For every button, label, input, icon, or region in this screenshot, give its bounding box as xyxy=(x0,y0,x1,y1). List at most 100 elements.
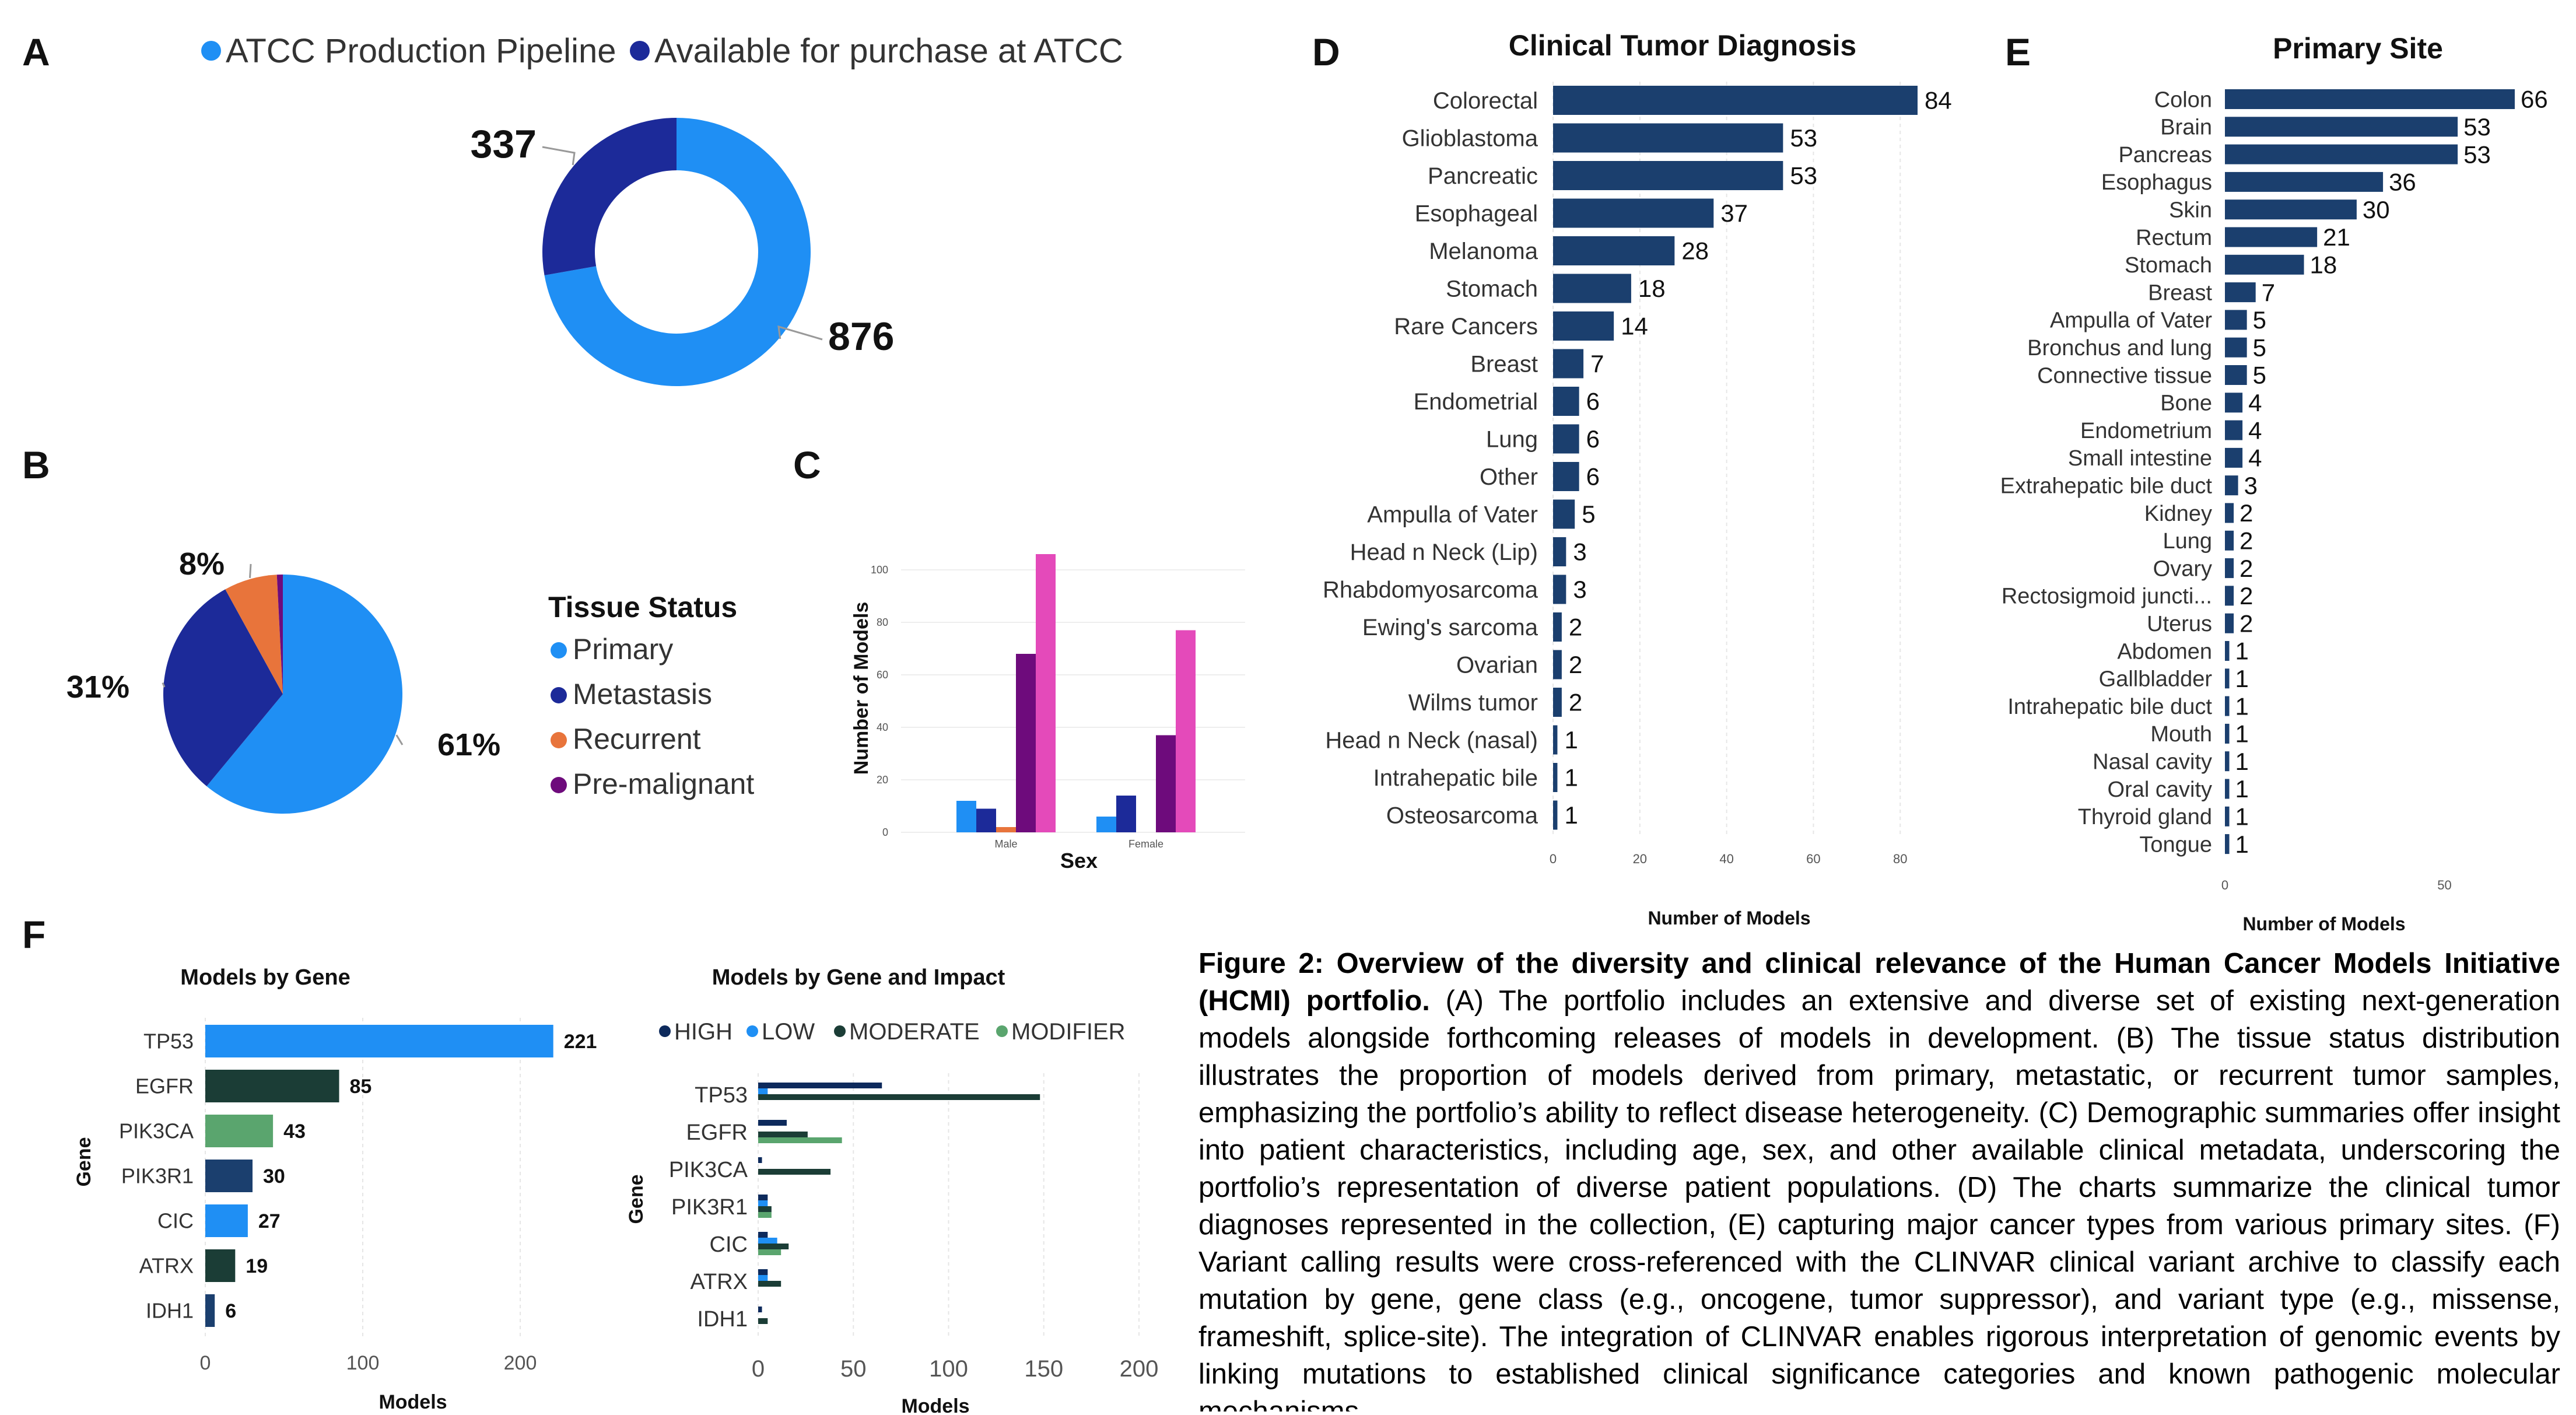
y-axis-label: Gene xyxy=(625,1174,647,1224)
value-label: 5 xyxy=(2253,362,2266,389)
panel-label-e: E xyxy=(2005,30,2031,73)
category-label: Melanoma xyxy=(1429,239,1538,264)
value-label: 21 xyxy=(2323,223,2350,251)
pie-slice-pre-malignant xyxy=(276,575,283,694)
bar-intrahepatic-bile-duct xyxy=(2225,696,2230,716)
bar-glioblastoma xyxy=(1553,123,1783,153)
bar-male-series-2 xyxy=(996,827,1016,832)
bar-pik3r1-high xyxy=(758,1195,768,1200)
value-label: 18 xyxy=(1638,275,1666,302)
bar-ewing-s-sarcoma xyxy=(1553,612,1562,642)
value-label: 37 xyxy=(1720,199,1748,227)
category-label: TP53 xyxy=(695,1083,748,1108)
value-label: 2 xyxy=(2239,610,2253,637)
bar-rare-cancers xyxy=(1553,311,1614,341)
bar-egfr xyxy=(205,1070,339,1102)
category-label: PIK3R1 xyxy=(671,1195,748,1220)
bar-breast xyxy=(1553,349,1584,379)
value-label: 2 xyxy=(1569,614,1582,641)
value-label: 30 xyxy=(263,1165,285,1188)
bar-stomach xyxy=(1553,274,1631,303)
value-label: 5 xyxy=(2253,306,2266,334)
pie-slice-primary xyxy=(206,575,403,814)
legend-marker-atcc-production-pipeline xyxy=(201,41,221,61)
bar-rectosigmoid-juncti xyxy=(2225,586,2234,606)
x-tick-label: 40 xyxy=(1719,852,1733,866)
category-label: Gallbladder xyxy=(2099,667,2213,692)
category-label: Breast xyxy=(1470,352,1538,377)
category-label: Esophageal xyxy=(1415,201,1538,227)
bar-atrx-high xyxy=(758,1269,768,1275)
x-tick-label: 60 xyxy=(1806,852,1820,866)
bar-pancreas xyxy=(2225,144,2458,164)
donut-slice-available-for-purchase-at-atcc xyxy=(542,118,677,276)
bar-chart-c: 0 20 40 60 80 100 Male Female Sex Number of Model… xyxy=(850,554,1245,873)
bar-endometrium xyxy=(2225,420,2243,440)
value-label: 1 xyxy=(2235,775,2249,803)
value-label: 2 xyxy=(2239,499,2253,527)
x-tick-label: 50 xyxy=(840,1356,867,1382)
category-label: Mouth xyxy=(2150,722,2212,747)
bar-lung xyxy=(2225,530,2234,551)
category-label: Small intestine xyxy=(2068,446,2212,471)
pie-leader-line xyxy=(249,563,252,578)
bar-breast xyxy=(2225,282,2256,303)
bar-connective-tissue xyxy=(2225,365,2247,385)
bar-egfr-high xyxy=(758,1120,787,1126)
category-label: Ampulla of Vater xyxy=(1367,502,1538,528)
value-label: 1 xyxy=(1564,764,1578,791)
value-label: 1 xyxy=(1564,801,1578,829)
bar-colon xyxy=(2225,89,2515,109)
bar-pik3ca-high xyxy=(758,1157,762,1163)
bar-melanoma xyxy=(1553,236,1675,265)
bar-cic-high xyxy=(758,1232,768,1238)
bar-cic xyxy=(205,1204,248,1237)
value-label: 1 xyxy=(2235,720,2249,748)
value-label: 36 xyxy=(2389,169,2416,196)
value-label: 14 xyxy=(1621,313,1648,340)
category-label: IDH1 xyxy=(697,1307,748,1332)
bar-colorectal xyxy=(1553,86,1918,115)
x-tick-label: 100 xyxy=(346,1352,380,1374)
bar-bronchus-and-lung xyxy=(2225,337,2247,358)
chart-title: Models by Gene xyxy=(180,965,350,990)
value-label: 7 xyxy=(1590,350,1604,377)
bar-ampulla-of-vater xyxy=(1553,499,1575,529)
bar-abdomen xyxy=(2225,641,2230,661)
value-label: 1 xyxy=(2235,665,2249,692)
bar-rectum xyxy=(2225,227,2318,247)
category-label: Skin xyxy=(2169,198,2212,223)
x-tick-label: Male xyxy=(994,838,1017,850)
value-label: 66 xyxy=(2521,86,2548,113)
value-label: 3 xyxy=(2244,472,2258,499)
bar-tp53-low xyxy=(758,1088,768,1094)
legend-marker-available-for-purchase-at-atcc xyxy=(630,41,650,61)
category-label: Pancreas xyxy=(2118,143,2212,167)
pie-slice-recurrent xyxy=(225,575,283,694)
x-axis-label: Sex xyxy=(1060,849,1098,873)
category-label: PIK3CA xyxy=(119,1119,194,1143)
bar-uterus xyxy=(2225,613,2234,633)
x-tick-label: 200 xyxy=(504,1352,537,1374)
x-tick-label: 0 xyxy=(2221,878,2228,892)
value-label: 53 xyxy=(2463,113,2491,141)
category-label: Ewing's sarcoma xyxy=(1362,615,1538,640)
category-label: ATRX xyxy=(690,1270,748,1294)
pie-slice-metastasis xyxy=(163,589,283,786)
bar-ampulla-of-vater xyxy=(2225,310,2247,330)
category-label: Kidney xyxy=(2144,502,2212,526)
category-label: Colorectal xyxy=(1433,88,1538,114)
bar-brain xyxy=(2225,117,2458,137)
category-label: Rectosigmoid juncti... xyxy=(2002,584,2212,609)
bar-thyroid-gland xyxy=(2225,806,2230,826)
chart-title: Clinical Tumor Diagnosis xyxy=(1509,29,1856,62)
value-label: 1 xyxy=(2235,692,2249,720)
panel-label-b: B xyxy=(22,443,50,486)
category-label: Oral cavity xyxy=(2108,777,2212,802)
x-tick-label: 50 xyxy=(2437,878,2451,892)
category-label: Stomach xyxy=(2125,253,2212,278)
value-label: 1 xyxy=(2235,748,2249,775)
chart-title: Primary Site xyxy=(2273,32,2443,65)
bar-male-series-4 xyxy=(1036,554,1056,832)
bar-endometrial xyxy=(1553,387,1579,416)
